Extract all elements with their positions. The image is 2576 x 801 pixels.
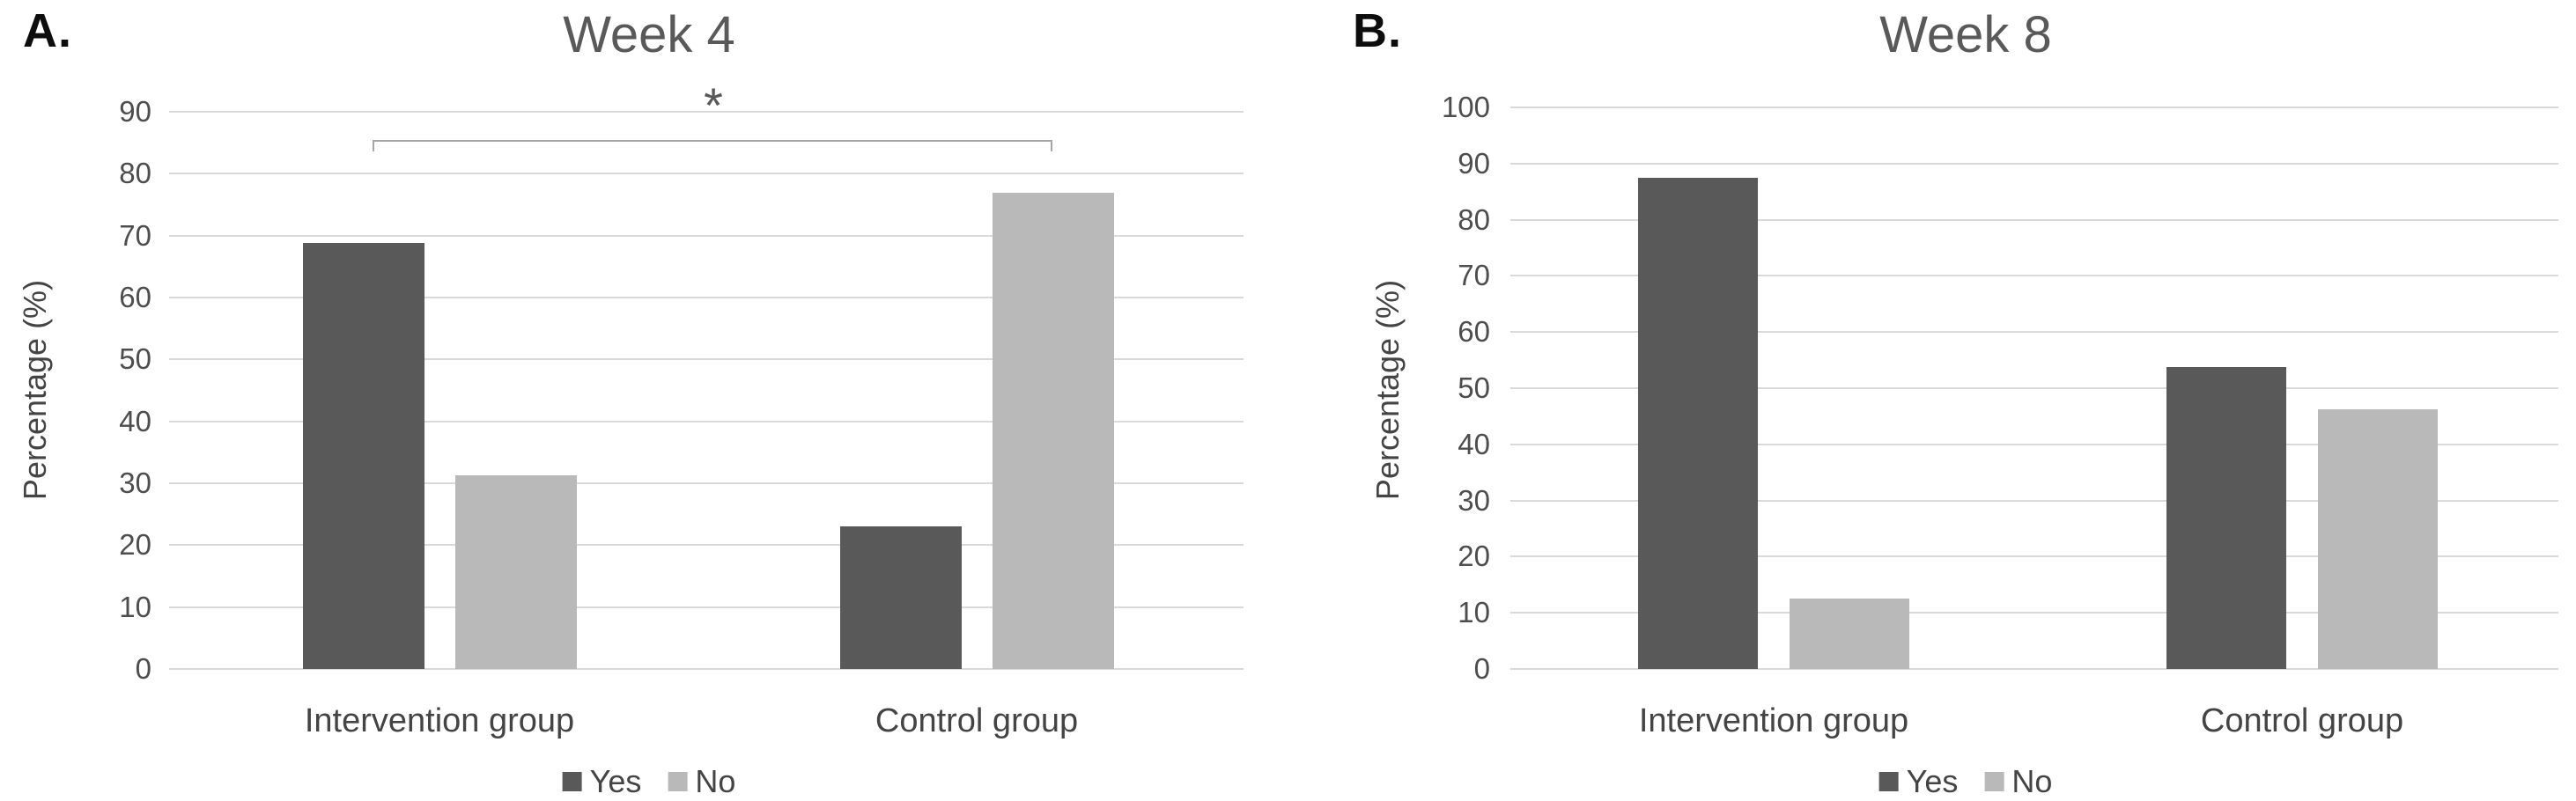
legend-label-no: No (2011, 763, 2053, 799)
bar-yes-intervention-group (302, 243, 424, 669)
y-tick-label-40: 40 (119, 404, 151, 437)
panel-a-y-axis-title: Percentage (%) (17, 279, 53, 501)
x-axis-label-intervention-group: Intervention group (1638, 702, 1909, 739)
bar-no-control-group (992, 193, 1114, 669)
panel-b-chart-title: Week 8 (1879, 6, 2052, 63)
y-tick-label-60: 60 (119, 281, 151, 313)
gridline-y-100 (1510, 107, 2558, 108)
gridline-y-30 (1510, 499, 2558, 502)
significance-asterisk: * (704, 77, 723, 133)
y-tick-label-0: 0 (1473, 652, 1490, 685)
gridline-y-0 (1510, 668, 2558, 670)
legend: Yes No (562, 763, 736, 799)
gridline-y-80 (1510, 218, 2558, 221)
gridline-y-40 (1510, 443, 2558, 445)
y-tick-label-10: 10 (119, 590, 151, 623)
panel-a-letter: A. (23, 4, 72, 57)
gridline-y-50 (169, 358, 1244, 361)
y-tick-label-20: 20 (119, 528, 151, 562)
y-tick-label-40: 40 (1458, 427, 1490, 460)
gridline-y-40 (169, 420, 1244, 423)
x-axis-label-control-group: Control group (875, 702, 1079, 739)
legend-swatch-yes (1878, 772, 1899, 791)
gridline-y-10 (1510, 612, 2558, 614)
y-tick-label-50: 50 (1458, 371, 1490, 404)
gridline-y-30 (169, 482, 1244, 484)
legend-item-yes: Yes (562, 763, 642, 799)
gridline-y-60 (1510, 331, 2558, 334)
panel-a-chart-title: Week 4 (563, 6, 735, 63)
bar-yes-control-group (839, 525, 962, 669)
y-tick-label-0: 0 (135, 652, 151, 685)
legend-swatch-yes (562, 772, 582, 791)
x-axis-label-control-group: Control group (2200, 702, 2404, 739)
y-tick-label-70: 70 (119, 218, 151, 252)
legend-label-yes: Yes (589, 763, 642, 799)
y-tick-label-80: 80 (1458, 202, 1490, 236)
y-tick-label-10: 10 (1458, 596, 1490, 629)
y-tick-label-70: 70 (1458, 259, 1490, 292)
gridline-y-20 (169, 544, 1244, 547)
panel-b-letter: B. (1353, 4, 1402, 57)
y-tick-label-90: 90 (1458, 146, 1490, 180)
gridline-y-80 (169, 173, 1244, 175)
y-tick-label-90: 90 (119, 95, 151, 128)
legend-swatch-no (668, 772, 688, 791)
legend-item-no: No (668, 763, 736, 799)
gridline-y-90 (169, 111, 1244, 113)
significance-bracket (373, 140, 1052, 142)
y-tick-label-30: 30 (119, 467, 151, 499)
y-tick-label-50: 50 (119, 342, 151, 376)
bar-yes-intervention-group (1638, 177, 1758, 669)
gridline-y-70 (1510, 275, 2558, 277)
legend: Yes No (1878, 763, 2053, 799)
y-tick-label-60: 60 (1458, 315, 1490, 349)
legend-item-yes: Yes (1878, 763, 1959, 799)
legend-label-yes: Yes (1906, 763, 1959, 799)
panel-b-y-axis-title: Percentage (%) (1369, 279, 1406, 501)
gridline-y-90 (1510, 162, 2558, 165)
significance-bracket-right-tick (1051, 140, 1052, 151)
gridline-y-70 (169, 234, 1244, 237)
legend-swatch-no (1984, 772, 2004, 791)
y-tick-label-30: 30 (1458, 483, 1490, 517)
legend-label-no: No (695, 763, 736, 799)
bar-yes-control-group (2166, 366, 2286, 669)
y-tick-label-100: 100 (1441, 91, 1490, 123)
gridline-y-20 (1510, 555, 2558, 558)
bar-no-intervention-group (454, 474, 577, 669)
significance-bracket-left-tick (373, 140, 374, 151)
y-tick-label-80: 80 (119, 157, 151, 190)
legend-item-no: No (1984, 763, 2053, 799)
bar-no-control-group (2318, 409, 2438, 669)
x-axis-label-intervention-group: Intervention group (304, 702, 575, 739)
gridline-y-60 (169, 297, 1244, 298)
gridline-y-0 (169, 668, 1244, 670)
bar-no-intervention-group (1790, 599, 1909, 669)
gridline-y-50 (1510, 387, 2558, 389)
gridline-y-10 (169, 606, 1244, 608)
y-tick-label-20: 20 (1458, 540, 1490, 573)
